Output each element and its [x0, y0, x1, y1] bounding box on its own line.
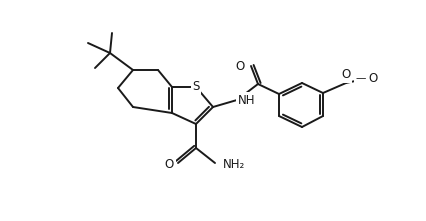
- Text: S: S: [192, 80, 200, 93]
- Text: O: O: [368, 72, 377, 84]
- Text: NH: NH: [238, 93, 256, 107]
- Text: —: —: [356, 73, 366, 83]
- Text: O: O: [236, 59, 245, 72]
- Text: O: O: [341, 68, 351, 81]
- Text: NH₂: NH₂: [223, 158, 245, 171]
- Text: O: O: [165, 158, 174, 171]
